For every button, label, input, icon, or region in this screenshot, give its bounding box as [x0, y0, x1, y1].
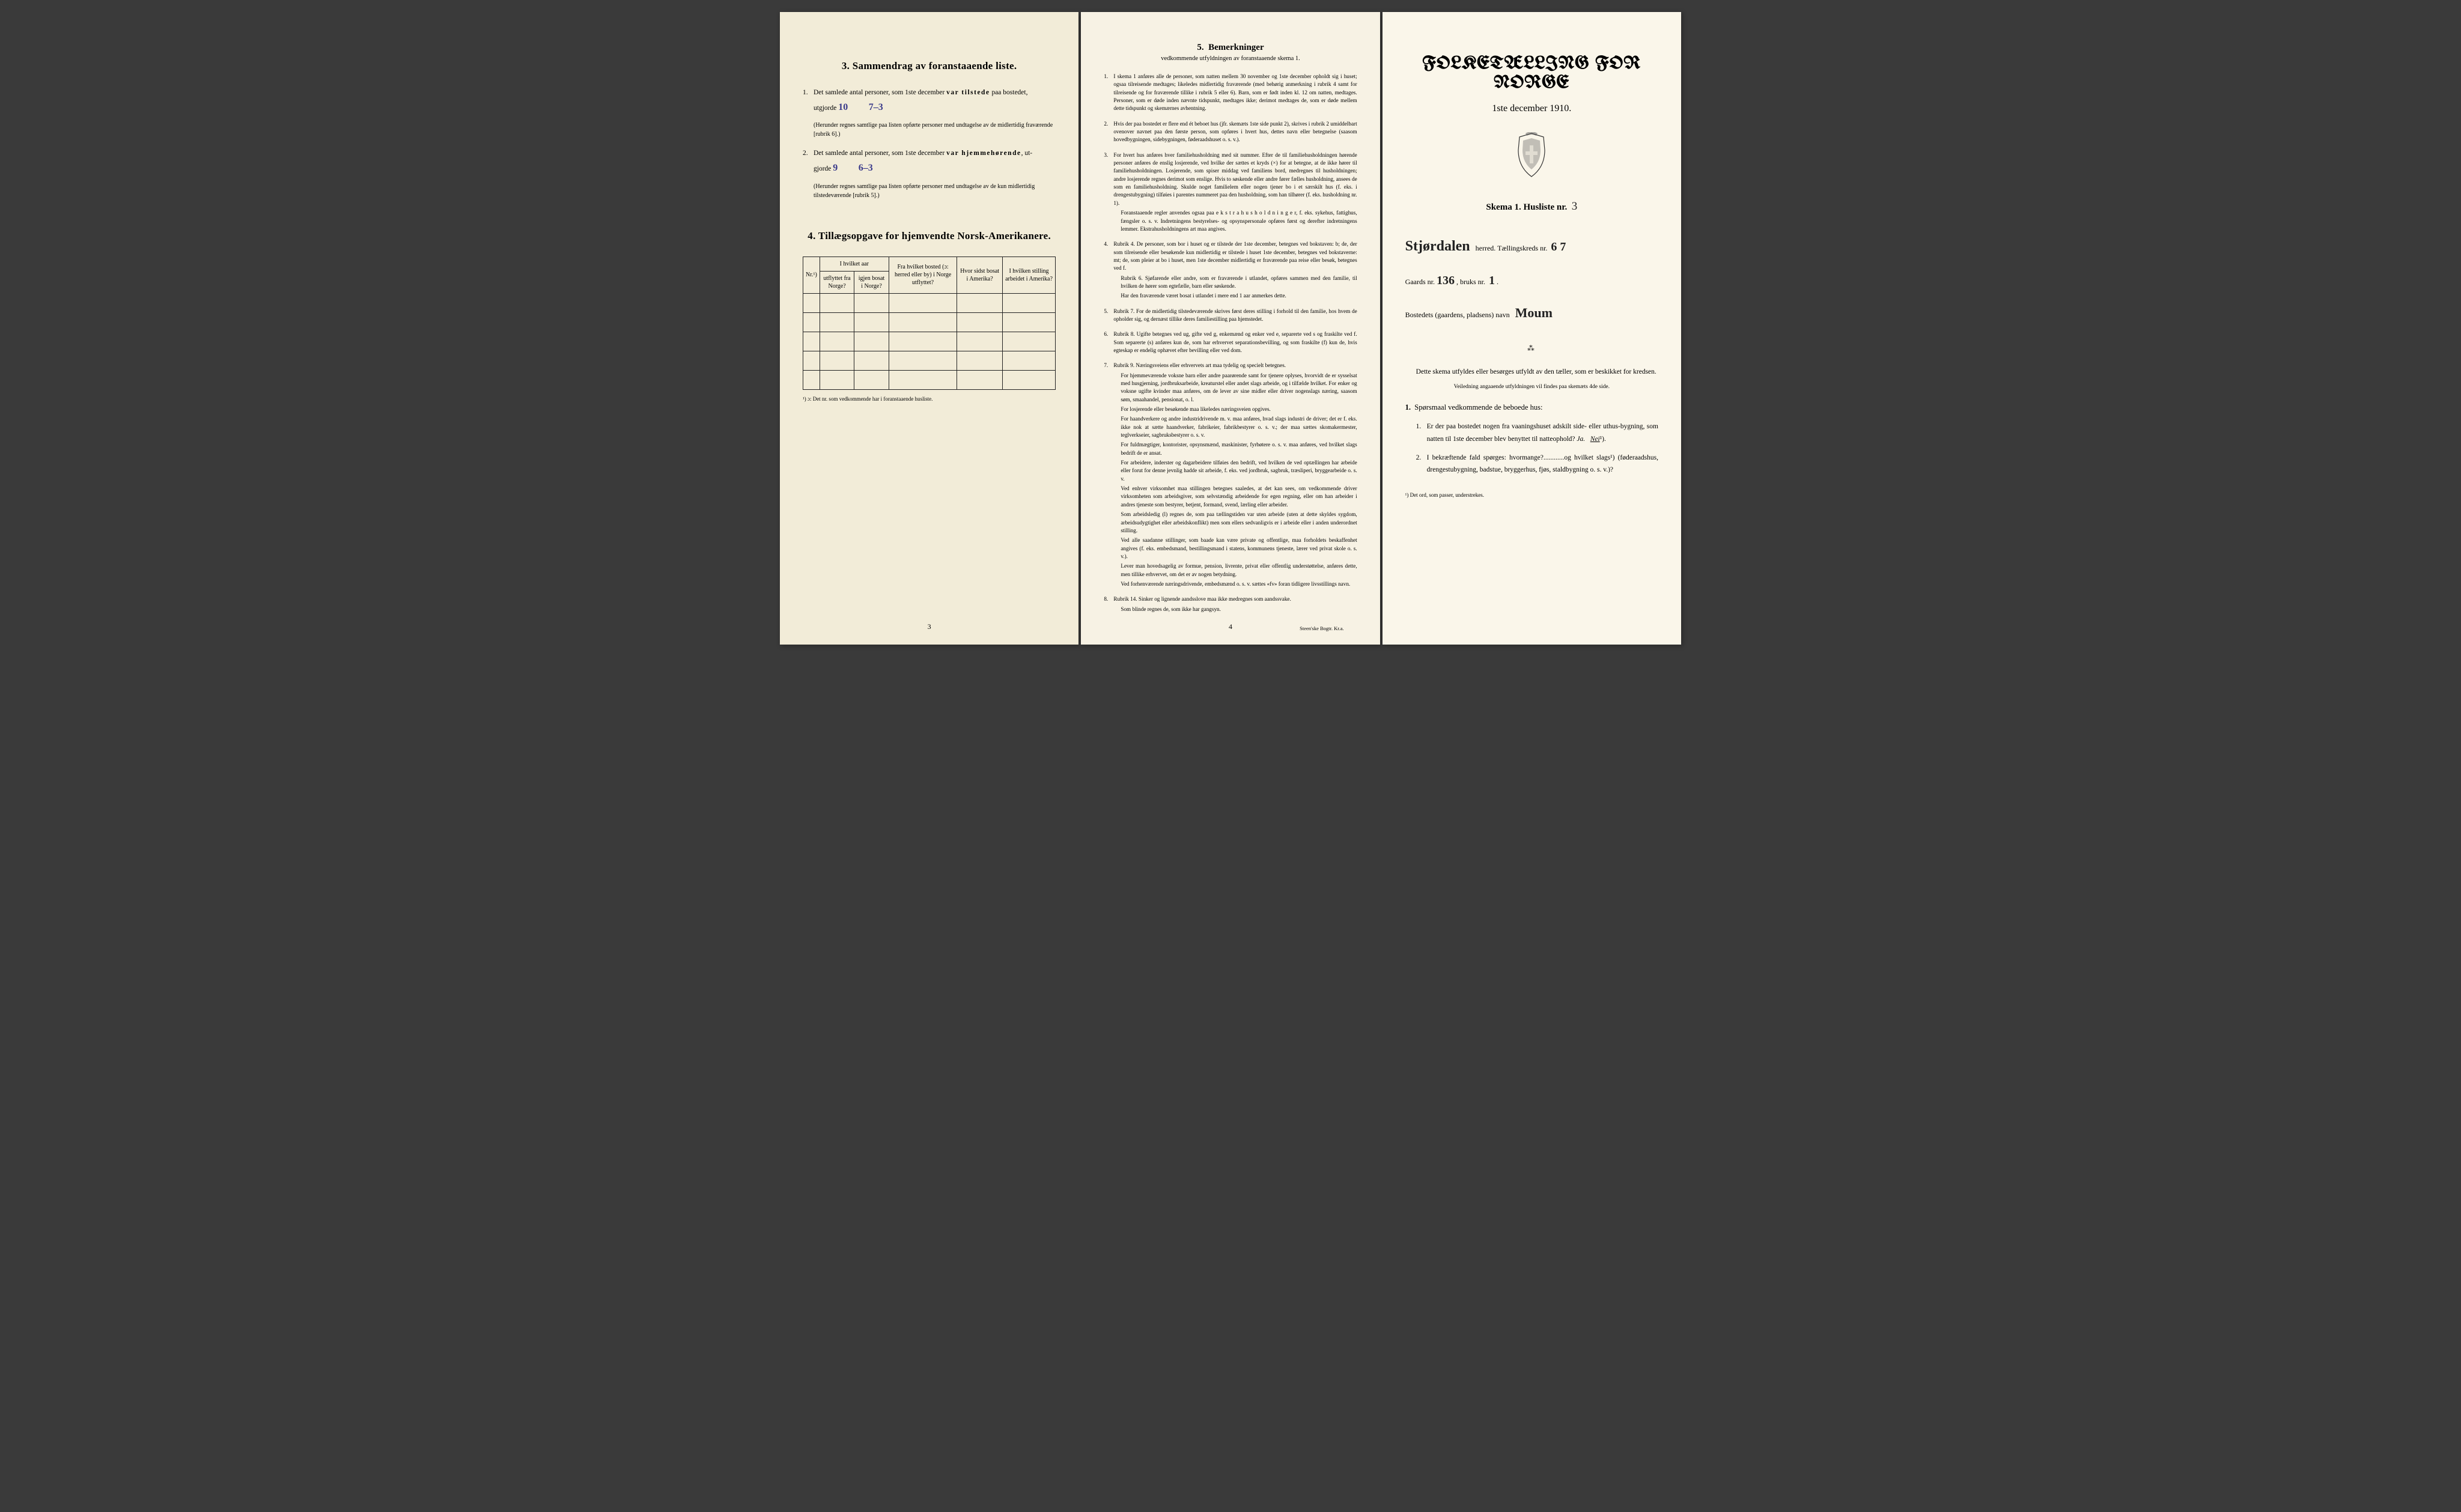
skema-line: Skema 1. Husliste nr. 3 [1405, 200, 1658, 213]
remark-item: 4.Rubrik 4. De personer, som bor i huset… [1104, 240, 1357, 302]
hw-herred: Stjørdalen [1405, 238, 1470, 254]
table-footnote: ¹) ɔ: Det nr. som vedkommende har i fora… [803, 396, 1056, 402]
amerikaner-table: Nr.¹) I hvilket aar Fra hvilket bosted (… [803, 257, 1056, 390]
page-number-3: 3 [928, 622, 931, 631]
herred-line: Stjørdalen herred. Tællingskreds nr. 6 7 [1405, 230, 1658, 263]
table-row [803, 312, 1056, 332]
col-nr: Nr.¹) [803, 257, 820, 293]
hw-hjemme-total: 9 [833, 163, 838, 173]
hw-gaards-nr: 136 [1437, 274, 1455, 287]
page-left: 3. Sammendrag av foranstaaende liste. 1.… [780, 12, 1078, 645]
remark-item: 2.Hvis der paa bostedet er flere end ét … [1104, 120, 1357, 146]
remark-item: 6.Rubrik 8. Ugifte betegnes ved ug, gift… [1104, 330, 1357, 356]
summary-item-1: 1. Det samlede antal personer, som 1ste … [803, 87, 1056, 116]
question-1: 1. Er der paa bostedet nogen fra vaaning… [1416, 421, 1658, 445]
question-2: 2. I bekræftende fald spørges: hvormange… [1416, 452, 1658, 476]
remark-item: 3.For hvert hus anføres hver familiehush… [1104, 151, 1357, 235]
remark-item: 8.Rubrik 14. Sinker og lignende aandsslo… [1104, 595, 1357, 615]
right-footnote: ¹) Det ord, som passer, understrekes. [1405, 492, 1658, 498]
table-row [803, 293, 1056, 312]
col-bosat: igjen bosat i Norge? [854, 271, 889, 293]
document-spread: 3. Sammendrag av foranstaaende liste. 1.… [780, 12, 1681, 645]
question-heading: 1. Spørsmaal vedkommende de beboede hus: [1405, 403, 1658, 412]
remarks-list: 1.I skema 1 anføres alle de personer, so… [1104, 73, 1357, 615]
printer-imprint: Steen'ske Bogtr. Kr.a. [1300, 625, 1344, 631]
col-amerika: Hvor sidst bosat i Amerika? [957, 257, 1002, 293]
hw-tilstede-split: 7–3 [869, 102, 883, 112]
col-stilling: I hvilken stilling arbeidet i Amerika? [1002, 257, 1056, 293]
section4-heading: 4. Tillægsopgave for hjemvendte Norsk-Am… [803, 230, 1056, 242]
table-row [803, 370, 1056, 389]
section5-heading: 5. Bemerkninger [1104, 42, 1357, 53]
gaards-line: Gaards nr. 136 , bruks nr. 1 . [1405, 267, 1658, 294]
table-row [803, 351, 1056, 370]
norway-crest-icon [1405, 132, 1658, 182]
page-right: FOLKETÆLLING FOR NORGE 1ste december 191… [1383, 12, 1681, 645]
census-date: 1ste december 1910. [1405, 103, 1658, 114]
bosted-line: Bostedets (gaardens, pladsens) navn Moum [1405, 298, 1658, 329]
remark-item: 7.Rubrik 9. Næringsveiens eller erhverve… [1104, 362, 1357, 590]
hw-tilstede-total: 10 [838, 102, 848, 112]
hw-bosted-navn: Moum [1515, 305, 1553, 320]
hw-bruks-nr: 1 [1489, 274, 1495, 287]
guidance-note: Veiledning angaaende utfyldningen vil fi… [1405, 384, 1658, 390]
col-utflyttet: utflyttet fra Norge? [820, 271, 854, 293]
remark-item: 1.I skema 1 anføres alle de personer, so… [1104, 73, 1357, 115]
page-middle: 5. Bemerkninger vedkommende utfyldningen… [1081, 12, 1380, 645]
section5-subheading: vedkommende utfyldningen av foranstaaend… [1104, 55, 1357, 62]
divider-ornament: ⁂ [1405, 344, 1658, 353]
item1-note: (Herunder regnes samtlige paa listen opf… [814, 121, 1056, 139]
page-number-4: 4 [1229, 622, 1232, 631]
col-bosted: Fra hvilket bosted (ɔ: herred eller by) … [889, 257, 957, 293]
hw-kreds-nr: 6 7 [1551, 240, 1566, 254]
census-title: FOLKETÆLLING FOR NORGE [1405, 54, 1658, 93]
section3-heading: 3. Sammendrag av foranstaaende liste. [803, 60, 1056, 72]
hw-husliste-nr: 3 [1572, 200, 1578, 213]
instruction-para: Dette skema utfyldes eller besørges utfy… [1405, 366, 1658, 378]
answer-nei: Nei [1590, 436, 1600, 443]
remark-item: 5.Rubrik 7. For de midlertidig tilstedev… [1104, 308, 1357, 326]
summary-item-2: 2. Det samlede antal personer, som 1ste … [803, 147, 1056, 177]
table-row [803, 332, 1056, 351]
hw-hjemme-split: 6–3 [859, 163, 873, 173]
item2-note: (Herunder regnes samtlige paa listen opf… [814, 182, 1056, 200]
col-aar: I hvilket aar [820, 257, 889, 271]
